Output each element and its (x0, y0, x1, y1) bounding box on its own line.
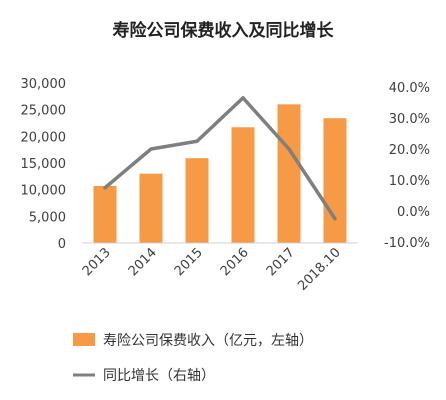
x-tick-label: 2013 (80, 245, 114, 279)
line-point (103, 186, 107, 190)
x-tick-label: 2017 (264, 245, 298, 279)
left-y-axis: 0 5,000 10,000 15,000 20,000 25,000 30,000 (21, 77, 67, 252)
legend-swatch-bar (73, 333, 95, 346)
legend-label-line: 同比增长（右轴） (103, 368, 215, 384)
bar (139, 173, 163, 243)
left-y-tick-label: 0 (58, 237, 66, 252)
line-series (103, 96, 337, 221)
left-y-tick-label: 25,000 (21, 104, 67, 119)
chart-title: 寿险公司保费收入及同比增长 (113, 20, 335, 41)
x-tick-label: 2014 (126, 245, 160, 279)
line-point (287, 147, 291, 151)
right-y-axis: -10.0% 0.0% 10.0% 20.0% 30.0% 40.0% (384, 81, 430, 251)
bar (231, 127, 255, 243)
line-point (241, 96, 245, 100)
bar-series (93, 104, 347, 243)
bar (323, 118, 347, 243)
x-tick-label: 2018.10 (295, 245, 344, 294)
line-point (149, 147, 153, 151)
line-point (333, 217, 337, 221)
left-y-tick-label: 15,000 (21, 157, 67, 172)
left-y-tick-label: 30,000 (21, 77, 67, 92)
left-y-tick-label: 10,000 (21, 184, 67, 199)
x-tick-label: 2015 (172, 245, 206, 279)
line-point (195, 139, 199, 143)
right-y-tick-label: 40.0% (389, 81, 430, 96)
left-y-tick-label: 20,000 (21, 130, 67, 145)
right-y-tick-label: 20.0% (389, 143, 430, 158)
legend: 寿险公司保费收入（亿元，左轴） 同比增长（右轴） (73, 332, 313, 384)
bar (93, 185, 117, 243)
legend-label-bar: 寿险公司保费收入（亿元，左轴） (103, 332, 313, 349)
right-y-tick-label: 0.0% (397, 205, 430, 220)
left-y-tick-label: 5,000 (29, 210, 66, 225)
right-y-tick-label: -10.0% (384, 236, 430, 251)
bar (277, 104, 301, 243)
right-y-tick-label: 30.0% (389, 112, 430, 127)
growth-line (103, 96, 337, 221)
x-tick-label: 2016 (218, 245, 252, 279)
bar (185, 158, 209, 243)
right-y-tick-label: 10.0% (389, 174, 430, 189)
